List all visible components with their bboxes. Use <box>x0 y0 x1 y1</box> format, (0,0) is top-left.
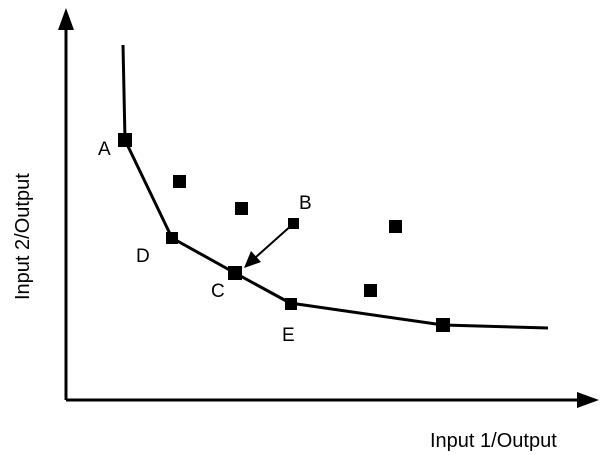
frontier-end-point-marker <box>436 318 450 332</box>
b-to-c-arrow-line <box>255 223 294 258</box>
point-e-marker <box>285 298 297 310</box>
y-axis-arrowhead <box>58 8 74 30</box>
point-a-label: A <box>98 139 111 160</box>
point-d-marker <box>166 232 178 244</box>
x-axis-label: Input 1/Output <box>430 430 557 452</box>
point-e-label: E <box>282 325 295 346</box>
inefficient-unit-marker <box>389 220 402 233</box>
point-a-marker <box>118 133 132 147</box>
efficiency-frontier-curve <box>121 44 549 330</box>
y-axis-label: Input 2/Output <box>12 173 34 300</box>
inefficient-unit-marker <box>173 175 186 188</box>
x-axis-arrowhead <box>577 392 599 408</box>
point-b-label: B <box>299 193 312 214</box>
point-c-marker <box>228 266 242 280</box>
b-to-c-arrowhead <box>244 251 261 268</box>
inefficient-unit-marker <box>235 202 248 215</box>
point-b-marker <box>288 218 299 229</box>
point-c-label: C <box>211 281 225 302</box>
inefficient-unit-marker <box>364 284 377 297</box>
point-d-label: D <box>136 246 150 267</box>
